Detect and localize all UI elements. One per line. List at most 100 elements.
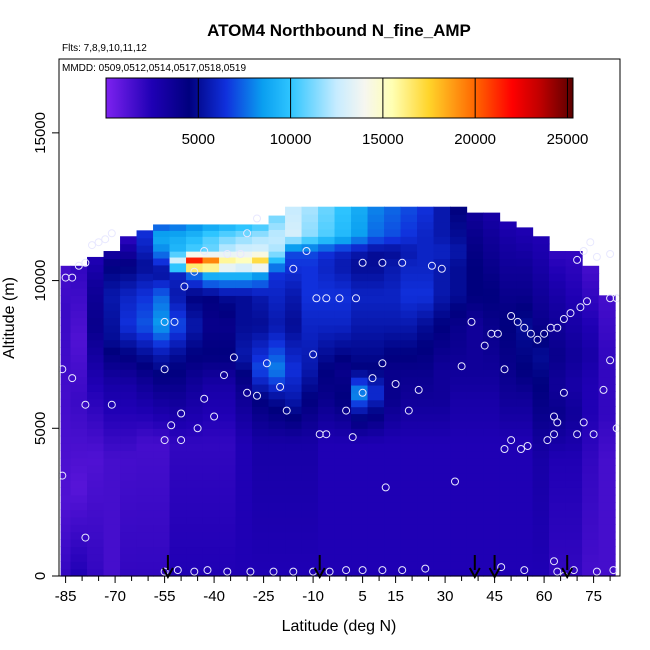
heatmap-cell — [367, 399, 385, 408]
heatmap-cell — [169, 472, 187, 481]
heatmap-cell — [285, 228, 303, 237]
heatmap-cell — [483, 273, 501, 282]
heatmap-cell — [301, 457, 319, 466]
heatmap-cell — [136, 568, 154, 577]
heatmap-cell — [153, 546, 171, 555]
heatmap-cell — [285, 251, 303, 260]
heatmap-cell — [153, 502, 171, 511]
heatmap-cell — [499, 236, 517, 245]
heatmap-cell — [120, 354, 138, 363]
heatmap-cell — [598, 332, 616, 341]
heatmap-cell — [417, 539, 435, 548]
sample-point — [289, 567, 298, 576]
heatmap-cell — [450, 332, 468, 341]
heatmap-cell — [351, 332, 369, 341]
heatmap-cell — [400, 347, 418, 356]
heatmap-cell — [219, 310, 237, 319]
heatmap-cell — [87, 494, 105, 503]
heatmap-cell — [400, 406, 418, 415]
heatmap-cell — [252, 531, 270, 540]
heatmap-cell — [70, 531, 88, 540]
heatmap-cell — [70, 539, 88, 548]
heatmap-cell — [582, 531, 600, 540]
heatmap-cell — [301, 361, 319, 370]
heatmap-cell — [384, 332, 402, 341]
heatmap-cell — [384, 391, 402, 400]
heatmap-cell — [384, 383, 402, 392]
heatmap-cell — [60, 420, 72, 429]
heatmap-cell — [268, 354, 286, 363]
heatmap-cell — [285, 420, 303, 429]
heatmap-cell — [565, 502, 583, 511]
heatmap-cell — [60, 295, 72, 304]
heatmap-cell — [351, 354, 369, 363]
heatmap-cell — [549, 531, 567, 540]
dates-note: MMDD: 0509,0512,0514,0517,0518,0519 — [62, 63, 246, 74]
heatmap-cell — [549, 568, 567, 577]
heatmap-cell — [70, 391, 88, 400]
heatmap-cell — [351, 273, 369, 282]
heatmap-cell — [549, 516, 567, 525]
heatmap-cell — [483, 524, 501, 533]
heatmap-cell — [120, 531, 138, 540]
heatmap-cell — [598, 568, 616, 577]
sample-point — [500, 365, 509, 374]
heatmap-cell — [499, 568, 517, 577]
heatmap-cell — [87, 324, 105, 333]
heatmap-cell — [202, 383, 220, 392]
heatmap-cell — [450, 472, 468, 481]
heatmap-cell — [153, 553, 171, 562]
heatmap-cell — [136, 546, 154, 555]
heatmap-cell — [499, 273, 517, 282]
heatmap-cell — [235, 524, 253, 533]
heatmap-cell — [268, 347, 286, 356]
heatmap-cell — [466, 228, 484, 237]
heatmap-cell — [285, 273, 303, 282]
heatmap-cell — [318, 531, 336, 540]
heatmap-cell — [285, 265, 303, 274]
heatmap-cell — [153, 287, 171, 296]
heatmap-cell — [87, 301, 105, 311]
heatmap-cell — [334, 332, 352, 341]
heatmap-cell — [351, 457, 369, 466]
sample-point — [160, 365, 169, 374]
heatmap-cell — [202, 317, 220, 326]
heatmap-cell — [351, 413, 369, 422]
heatmap-cell — [499, 494, 517, 503]
heatmap-cell — [466, 435, 484, 444]
heatmap-cell — [169, 509, 187, 518]
heatmap-cell — [400, 214, 418, 223]
heatmap-cell — [120, 487, 138, 496]
heatmap-cell — [433, 450, 451, 459]
heatmap-cell — [268, 398, 286, 407]
heatmap-cell — [400, 251, 418, 260]
sample-point — [243, 388, 252, 397]
heatmap-cell — [70, 516, 88, 525]
heatmap-cell — [450, 398, 468, 407]
heatmap-cell — [598, 479, 616, 488]
heatmap-cell — [235, 502, 253, 511]
heatmap-cell — [351, 310, 369, 319]
heatmap-cell — [549, 369, 567, 378]
heatmap-cell — [549, 376, 567, 385]
heatmap-cell — [153, 369, 171, 378]
heatmap-cell — [169, 494, 187, 503]
heatmap-cell — [186, 398, 204, 407]
heatmap-cell — [235, 236, 253, 245]
heatmap-cell — [60, 568, 72, 577]
heatmap-cell — [532, 265, 550, 274]
heatmap-cell — [582, 487, 600, 496]
heatmap-cell — [136, 413, 154, 422]
heatmap-cell — [433, 435, 451, 444]
heatmap-cell — [582, 295, 600, 304]
heatmap-cell — [499, 531, 517, 540]
heatmap-cell — [532, 310, 550, 319]
heatmap-cell — [384, 228, 402, 237]
heatmap-cell — [186, 236, 204, 245]
heatmap-cell — [87, 309, 105, 318]
heatmap-cell — [582, 302, 600, 311]
heatmap-cell — [285, 568, 303, 577]
heatmap-cell — [186, 479, 204, 488]
heatmap-cell — [219, 236, 237, 245]
heatmap-cell — [466, 251, 484, 260]
